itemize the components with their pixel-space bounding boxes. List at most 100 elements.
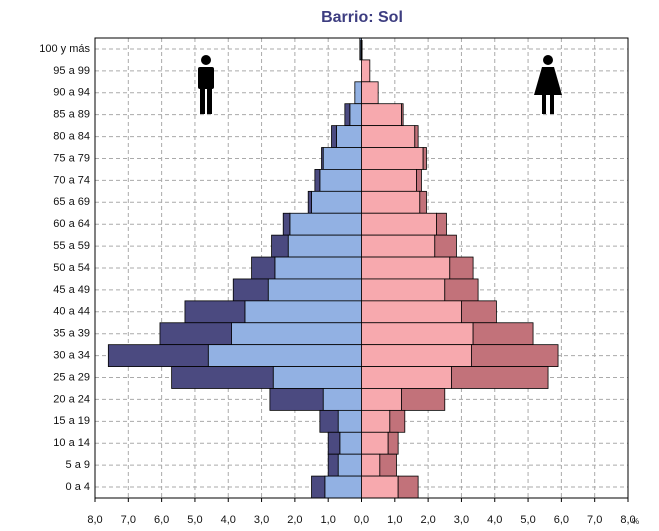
bar: [361, 81, 379, 105]
bar: [361, 409, 391, 433]
bar: [336, 125, 362, 148]
bar: [327, 431, 341, 455]
bar: [361, 256, 451, 280]
female-icon: [534, 55, 562, 114]
bar: [269, 388, 324, 411]
bar: [282, 212, 291, 236]
y-tick-label: 40 a 44: [53, 306, 90, 318]
bar: [361, 125, 416, 148]
chart-title: Barrio: Sol: [321, 9, 403, 26]
bar: [287, 234, 362, 258]
bar: [319, 409, 339, 433]
y-tick-label: 75 a 79: [53, 152, 90, 164]
bar: [422, 147, 427, 170]
bar: [337, 409, 362, 433]
y-tick-label: 85 a 89: [53, 109, 90, 121]
bar: [361, 278, 446, 302]
bar: [331, 125, 337, 148]
bar: [361, 453, 381, 477]
bar: [361, 169, 417, 192]
bar: [361, 212, 437, 236]
bar: [389, 409, 406, 433]
x-unit: %: [632, 517, 639, 526]
y-tick-label: 0 a 4: [66, 481, 90, 493]
bar: [171, 366, 274, 389]
bar: [434, 234, 457, 258]
x-tick-label: 4,0: [221, 514, 236, 526]
bar: [361, 190, 421, 214]
bar: [337, 453, 362, 477]
bar: [361, 147, 424, 170]
y-tick-label: 100 y más: [39, 43, 90, 55]
bar: [271, 234, 289, 258]
bar: [107, 344, 209, 367]
bar: [387, 431, 399, 455]
bar: [419, 190, 427, 214]
y-tick-label: 90 a 94: [53, 87, 90, 99]
bars: [107, 37, 559, 499]
bar: [267, 278, 362, 302]
y-tick-label: 65 a 69: [53, 196, 90, 208]
bar: [361, 475, 399, 499]
bar: [311, 475, 326, 499]
bar: [272, 366, 362, 389]
x-tick-label: 3,0: [454, 514, 469, 526]
bar: [379, 453, 397, 477]
x-tick-label: 2,0: [287, 514, 302, 526]
bar: [401, 388, 446, 411]
bar: [361, 300, 462, 324]
x-tick-label: 5,0: [187, 514, 202, 526]
bar: [361, 388, 402, 411]
bar: [414, 125, 419, 148]
x-tick-label: 5,0: [520, 514, 535, 526]
bar: [361, 366, 452, 389]
bar: [349, 103, 362, 127]
bar: [339, 431, 362, 455]
y-tick-label: 60 a 64: [53, 218, 90, 230]
x-tick-label: 6,0: [554, 514, 569, 526]
x-tick-label: 2,0: [420, 514, 435, 526]
bar: [361, 59, 371, 83]
bar: [472, 322, 534, 346]
bar: [436, 212, 447, 236]
bar: [311, 190, 362, 214]
x-tick-label: 7,0: [121, 514, 136, 526]
bar: [444, 278, 479, 302]
bar: [319, 169, 362, 192]
bar: [207, 344, 362, 367]
y-tick-label: 25 a 29: [53, 371, 90, 383]
bar: [324, 475, 362, 499]
male-icon: [198, 55, 214, 114]
y-tick-label: 35 a 39: [53, 328, 90, 340]
bar: [289, 212, 362, 236]
y-tick-label: 45 a 49: [53, 284, 90, 296]
bar: [251, 256, 276, 280]
x-tick-label: 7,0: [587, 514, 602, 526]
bar: [159, 322, 232, 346]
bar: [231, 322, 362, 346]
y-tick-label: 50 a 54: [53, 262, 90, 274]
bar: [184, 300, 246, 324]
bar: [321, 147, 324, 170]
bar: [449, 256, 474, 280]
y-tick-label: 10 a 14: [53, 437, 90, 449]
bar: [307, 190, 312, 214]
bar: [401, 103, 404, 127]
x-tick-label: 3,0: [254, 514, 269, 526]
bar: [314, 169, 321, 192]
bar: [327, 453, 339, 477]
x-tick-label: 1,0: [321, 514, 336, 526]
x-tick-label: 8,0: [620, 514, 635, 526]
bar: [344, 103, 351, 127]
bar: [232, 278, 269, 302]
y-tick-label: 5 a 9: [66, 459, 90, 471]
x-tick-label: 0,0: [354, 514, 369, 526]
bar: [397, 475, 419, 499]
y-tick-label: 15 a 19: [53, 415, 90, 427]
bar: [322, 147, 362, 170]
x-tick-label: 8,0: [87, 514, 102, 526]
x-tick-label: 4,0: [487, 514, 502, 526]
y-tick-label: 20 a 24: [53, 393, 90, 405]
bar: [461, 300, 497, 324]
bar: [322, 388, 362, 411]
